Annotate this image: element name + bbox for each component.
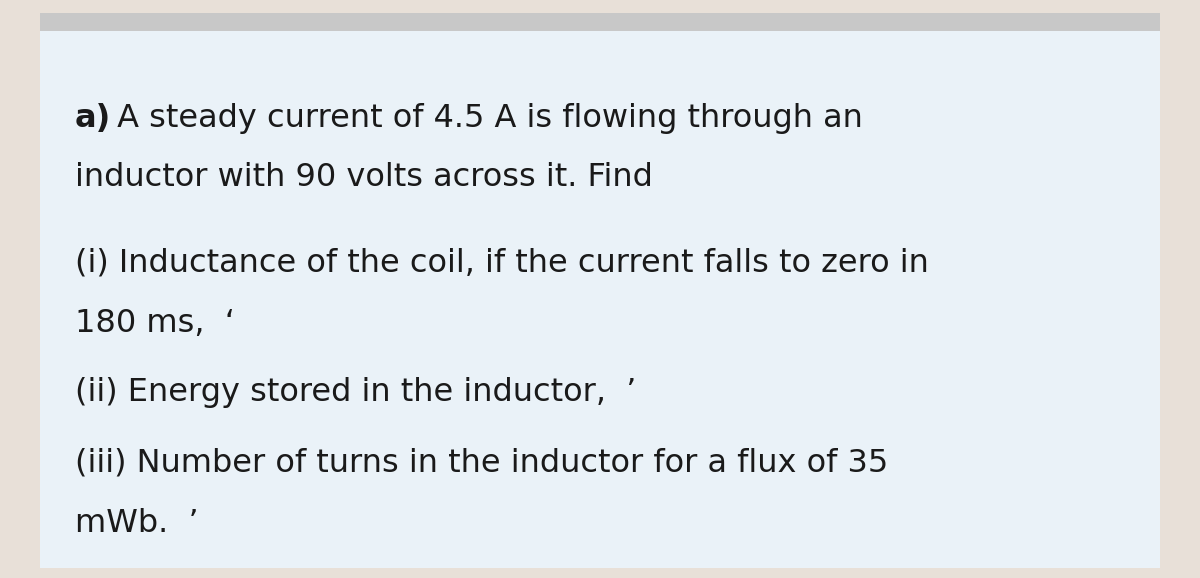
Text: inductor with 90 volts across it. Find: inductor with 90 volts across it. Find xyxy=(74,162,653,194)
FancyBboxPatch shape xyxy=(40,13,1160,568)
Text: mWb.  ’: mWb. ’ xyxy=(74,507,199,539)
Bar xyxy=(40,13,1160,31)
Text: (iii) Number of turns in the inductor for a flux of 35: (iii) Number of turns in the inductor fo… xyxy=(74,447,888,479)
Text: (i) Inductance of the coil, if the current falls to zero in: (i) Inductance of the coil, if the curre… xyxy=(74,247,929,279)
Text: a): a) xyxy=(74,102,112,134)
Text: A steady current of 4.5 A is flowing through an: A steady current of 4.5 A is flowing thr… xyxy=(107,102,863,134)
Text: 180 ms,  ‘: 180 ms, ‘ xyxy=(74,307,235,339)
Text: (ii) Energy stored in the inductor,  ’: (ii) Energy stored in the inductor, ’ xyxy=(74,377,636,409)
